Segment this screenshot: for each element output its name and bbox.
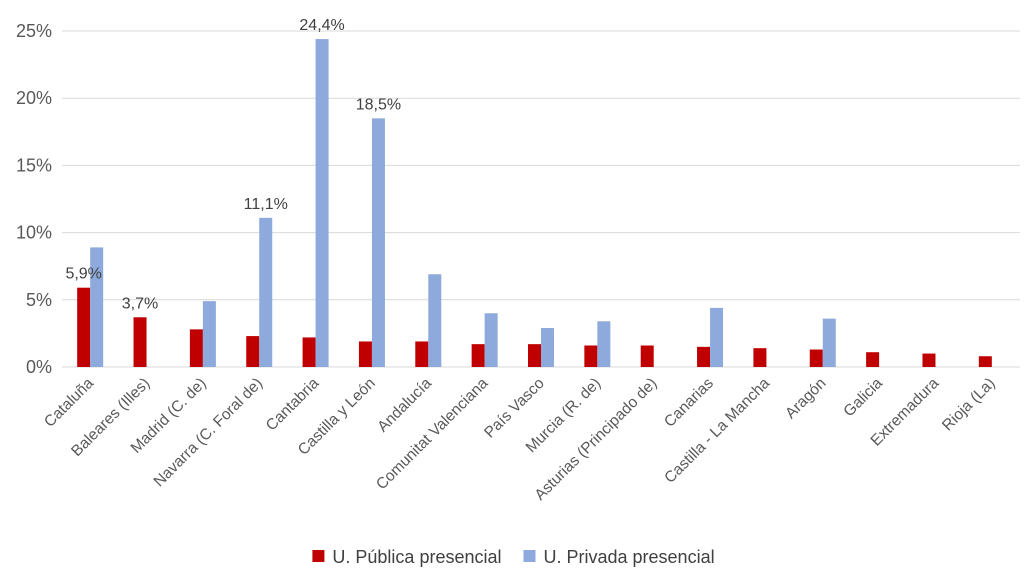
- bar-privada: [202, 301, 216, 367]
- x-category-label: Navarra (C. Foral de): [150, 375, 266, 491]
- y-tick-label: 25%: [16, 21, 52, 41]
- bar-publica: [640, 345, 654, 367]
- bar-publica: [189, 329, 203, 367]
- data-label: 5,9%: [65, 266, 101, 283]
- bar-publica: [471, 344, 485, 367]
- y-tick-label: 15%: [16, 155, 52, 175]
- x-category-label: Cataluña: [41, 375, 97, 431]
- y-tick-label: 0%: [26, 357, 52, 377]
- bar-publica: [358, 341, 372, 367]
- data-labels: 5,9% 3,7% 11,1% 24,4% 18,5%: [65, 17, 401, 312]
- bar-privada: [371, 118, 385, 367]
- bar-privada: [259, 217, 273, 367]
- bar-publica: [809, 349, 823, 367]
- legend-label: U. Pública presencial: [332, 547, 501, 567]
- bar-privada: [315, 39, 329, 368]
- bar-publica: [753, 348, 767, 367]
- y-axis-ticks: 0% 5% 10% 15% 20% 25%: [16, 21, 52, 377]
- data-label: 11,1%: [244, 196, 288, 213]
- legend-label: U. Privada presencial: [544, 547, 715, 567]
- gridlines: [62, 30, 1020, 368]
- bar-privada: [597, 321, 611, 367]
- bar-publica: [302, 337, 316, 367]
- bars: [77, 39, 992, 368]
- bar-privada: [710, 307, 724, 367]
- data-label: 3,7%: [122, 295, 158, 312]
- x-category-label: Comunitat Valenciana: [373, 375, 492, 494]
- bar-privada: [541, 328, 554, 367]
- y-tick-label: 5%: [26, 290, 52, 310]
- y-tick-label: 20%: [16, 88, 52, 108]
- bar-publica: [246, 336, 260, 367]
- bar-publica: [978, 356, 992, 367]
- bar-publica: [528, 344, 541, 367]
- bar-publica: [77, 287, 91, 367]
- y-tick-label: 10%: [16, 223, 52, 243]
- bar-publica: [866, 352, 880, 367]
- x-category-label: Andalucía: [374, 375, 435, 436]
- bar-publica: [697, 346, 711, 367]
- bar-publica: [133, 317, 147, 367]
- data-label: 24,4%: [299, 17, 344, 34]
- bar-publica: [584, 345, 598, 367]
- legend: U. Pública presencial U. Privada presenci…: [312, 547, 715, 567]
- x-category-label: Galicia: [840, 375, 886, 421]
- bar-privada: [428, 274, 442, 367]
- bar-publica: [922, 353, 936, 367]
- bar-publica: [415, 341, 429, 367]
- x-category-label: Castilla - La Mancha: [661, 375, 773, 487]
- x-category-label: Rioja (La): [939, 375, 999, 435]
- x-category-label: Canarias: [661, 375, 717, 431]
- legend-swatch: [523, 550, 536, 562]
- bar-privada: [822, 318, 836, 367]
- bar-privada: [90, 247, 104, 367]
- bar-privada: [484, 313, 498, 367]
- x-category-label: Aragón: [782, 375, 829, 422]
- data-label: 18,5%: [356, 96, 401, 113]
- x-category-label: Cantabria: [263, 375, 323, 435]
- legend-swatch: [312, 550, 325, 562]
